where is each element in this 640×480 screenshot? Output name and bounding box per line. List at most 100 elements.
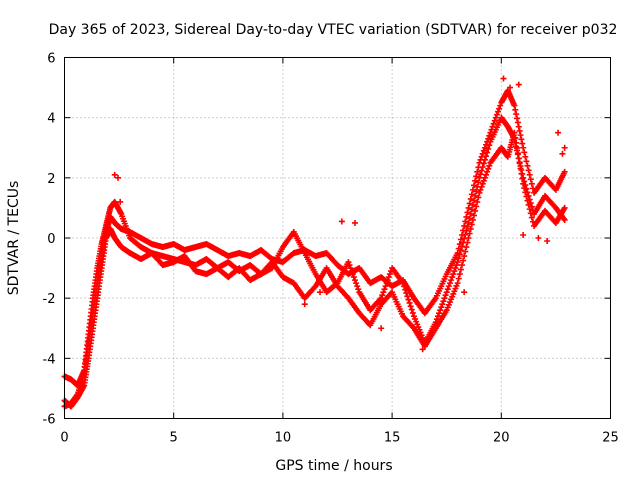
data-point-marker [351, 277, 358, 284]
data-point-marker [438, 304, 445, 311]
data-point-marker [479, 164, 486, 171]
data-point-marker [535, 235, 542, 241]
data-point-marker [401, 283, 408, 290]
data-point-marker [520, 231, 527, 238]
data-point-marker [478, 183, 485, 190]
data-point-marker [471, 212, 477, 219]
data-point-marker [520, 174, 527, 181]
data-point-marker [467, 225, 474, 232]
data-point-marker [523, 193, 530, 200]
data-point-marker [481, 156, 488, 163]
data-point-marker [507, 84, 514, 91]
data-point-marker [452, 265, 459, 272]
data-point-marker [473, 188, 480, 195]
data-point-marker [409, 309, 416, 316]
data-point-marker [528, 214, 535, 221]
data-point-marker [464, 223, 471, 230]
data-point-marker [317, 289, 324, 296]
data-point-marker [514, 150, 521, 157]
data-point-marker [474, 168, 481, 175]
data-point-marker [385, 274, 392, 281]
data-point-marker [382, 283, 389, 290]
data-point-marker [469, 216, 476, 223]
data-point-marker [462, 218, 469, 225]
data-point-marker [555, 129, 562, 136]
data-point-marker [486, 142, 493, 149]
data-point-marker [454, 259, 461, 266]
data-point-marker [117, 198, 124, 205]
data-point-marker [544, 238, 551, 245]
data-point-marker [528, 180, 535, 187]
data-point-marker [380, 289, 387, 296]
data-point-marker [456, 271, 463, 278]
data-point-marker [407, 303, 414, 310]
x-tick-label: 25 [602, 431, 619, 446]
grid-lines [64, 57, 611, 419]
data-point-marker [477, 171, 484, 178]
data-point-marker [515, 123, 522, 130]
data-point-marker [465, 204, 472, 211]
y-tick-label: -4 [43, 352, 56, 367]
data-point-marker [524, 197, 531, 204]
data-point-marker [440, 298, 447, 305]
data-point-marker [444, 286, 451, 293]
data-point-marker [512, 106, 519, 113]
data-point-marker [405, 296, 412, 303]
data-point-marker [378, 325, 385, 332]
data-point-marker [527, 176, 534, 183]
data-point-marker [463, 213, 470, 220]
data-point-marker [449, 274, 456, 281]
data-point-marker [442, 292, 449, 299]
data-point-marker [480, 147, 487, 154]
data-point-marker [464, 239, 471, 246]
data-point-marker [490, 120, 497, 127]
x-tick-label: 10 [275, 431, 292, 446]
data-point-marker [454, 280, 461, 287]
data-point-marker [345, 259, 352, 266]
data-point-marker [481, 174, 488, 181]
data-point-marker [520, 180, 527, 187]
data-point-marker [492, 114, 499, 121]
data-point-marker [457, 266, 464, 273]
y-tick-label: -6 [43, 413, 56, 428]
data-point-marker [526, 171, 533, 178]
data-point-marker [437, 307, 444, 314]
data-point-marker [381, 286, 388, 293]
data-point-marker [404, 293, 411, 300]
data-point-marker [522, 153, 529, 160]
data-point-marker [526, 206, 533, 213]
data-point-marker [561, 216, 568, 223]
data-point-marker [515, 155, 522, 162]
data-point-marker [355, 286, 362, 293]
data-point-marker [486, 162, 493, 169]
data-point-marker [493, 111, 500, 118]
data-point-marker [480, 160, 487, 167]
data-point-marker [514, 115, 521, 122]
data-point-marker [497, 102, 504, 109]
data-point-marker [463, 227, 470, 234]
x-axis-label: GPS time / hours [275, 458, 392, 474]
data-point-marker [524, 162, 531, 169]
data-point-marker [469, 186, 476, 193]
data-point-marker [448, 277, 455, 284]
data-point-marker [521, 149, 528, 156]
data-point-marker [468, 221, 475, 228]
data-point-marker [513, 111, 520, 118]
data-point-marker [471, 197, 477, 204]
data-point-marker [479, 180, 486, 187]
data-point-marker [472, 177, 479, 184]
data-point-marker [514, 145, 521, 152]
data-point-marker [515, 81, 522, 88]
data-point-marker [476, 174, 483, 181]
data-point-marker [483, 153, 490, 160]
data-point-marker [445, 283, 452, 290]
data-point-marker [468, 206, 475, 213]
data-point-marker [384, 277, 391, 284]
data-point-marker [403, 290, 410, 297]
data-point-marker [461, 222, 468, 229]
data-point-marker [443, 289, 450, 296]
data-point-marker [484, 149, 491, 156]
data-point-marker [518, 170, 525, 177]
x-tick-label: 5 [170, 431, 178, 446]
data-point-marker [559, 150, 566, 157]
